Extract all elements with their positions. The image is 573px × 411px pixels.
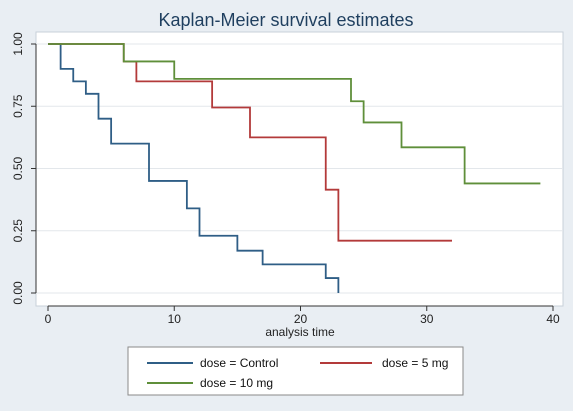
legend-label-10mg: dose = 10 mg: [200, 376, 273, 390]
legend-label-control: dose = Control: [200, 356, 278, 370]
y-tick-label-4: 1.00: [11, 32, 25, 56]
x-axis-title: analysis time: [265, 325, 335, 339]
series-line-2: [48, 43, 541, 185]
chart-title: Kaplan-Meier survival estimates: [158, 10, 413, 30]
y-tick-label-2: 0.50: [11, 156, 25, 180]
x-tick-label-4: 40: [546, 312, 560, 326]
legend-box: [127, 346, 464, 396]
y-tick-label-3: 0.75: [11, 94, 25, 118]
series-line-0: [48, 43, 340, 293]
axes: 0.00 0.25 0.50 0.75 1.00 0 10 20 30 40: [11, 32, 560, 326]
x-tick-label-1: 10: [168, 312, 182, 326]
legend-label-5mg: dose = 5 mg: [382, 356, 448, 370]
x-tick-label-2: 20: [294, 312, 308, 326]
y-tick-label-0: 0.00: [11, 281, 25, 305]
x-tick-label-0: 0: [45, 312, 52, 326]
x-tick-label-3: 30: [420, 312, 434, 326]
y-tick-label-1: 0.25: [11, 219, 25, 243]
series-layer: [48, 43, 541, 293]
legend: dose = Control dose = 5 mg dose = 10 mg: [127, 346, 464, 396]
